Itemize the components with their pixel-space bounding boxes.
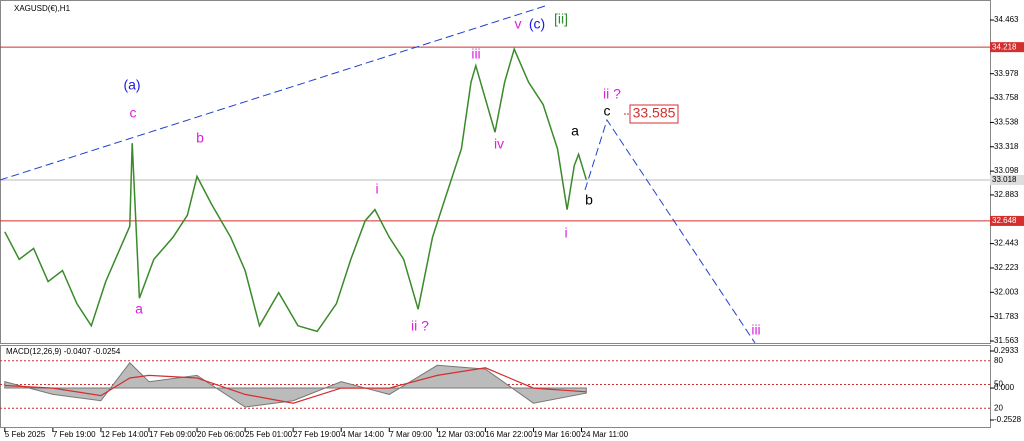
wave-label: c — [130, 105, 137, 121]
x-tick-label: 17 Feb 09:00 — [149, 430, 197, 439]
level-label-bg — [990, 215, 1024, 226]
y-tick-label: 32.003 — [994, 287, 1019, 296]
current-price-label: 33.018 — [992, 175, 1017, 184]
price-line — [4, 46, 588, 333]
wave-label: v — [515, 16, 522, 32]
macd-signal — [4, 367, 587, 404]
projection-line — [584, 118, 756, 344]
y-tick-label: 31.783 — [994, 312, 1019, 321]
macd-tick-label: 0.2933 — [994, 346, 1019, 355]
wave-label: c — [604, 103, 611, 119]
x-tick-label: 24 Mar 11:00 — [582, 430, 629, 439]
wave-label: iii — [471, 46, 480, 62]
wave-label: i — [564, 225, 567, 241]
macd-pane — [0, 345, 991, 428]
y-tick-label: 33.758 — [994, 93, 1019, 102]
macd-area — [4, 362, 587, 408]
wave-label: i — [375, 181, 378, 197]
y-tick-label: 31.563 — [994, 336, 1019, 345]
y-tick-label: 32.883 — [994, 190, 1019, 199]
macd-title: MACD(12,26,9) -0.0407 -0.0254 — [6, 347, 121, 356]
x-tick-label: 19 Mar 16:00 — [533, 430, 581, 439]
level-label: 32.648 — [992, 216, 1017, 225]
stoch-tick-label: 50 — [994, 380, 1003, 389]
wave-label: (a) — [123, 77, 140, 93]
target-box — [629, 104, 679, 124]
stoch-tick-label: 80 — [994, 356, 1003, 365]
target-label: 33.585 — [633, 105, 676, 121]
level-label: 34.218 — [992, 42, 1017, 51]
wave-label: a — [135, 301, 143, 317]
symbol-title: XAGUSD(€),H1 — [14, 4, 71, 13]
main-pane — [0, 0, 991, 344]
macd-tick-label: 0.000 — [994, 383, 1015, 392]
x-tick-label: 20 Feb 06:00 — [197, 430, 245, 439]
wave-label: (c) — [529, 16, 545, 32]
x-tick-label: 7 Feb 19:00 — [53, 430, 96, 439]
wave-label: a — [571, 123, 579, 139]
wave-label: b — [196, 130, 204, 146]
stoch-tick-label: 20 — [994, 403, 1003, 412]
x-tick-label: 12 Mar 03:00 — [437, 430, 485, 439]
y-tick-label: 33.098 — [994, 166, 1019, 175]
x-tick-label: 4 Mar 14:00 — [341, 430, 384, 439]
x-tick-label: 16 Mar 22:00 — [485, 430, 533, 439]
wave-label: ii ? — [411, 318, 429, 334]
level-label-bg — [990, 42, 1024, 53]
x-tick-label: 7 Mar 09:00 — [389, 430, 432, 439]
y-tick-label: 34.463 — [994, 15, 1019, 24]
wave-label: [ii] — [554, 11, 568, 27]
x-tick-label: 27 Feb 19:00 — [293, 430, 341, 439]
macd-tick-label: -0.2528 — [994, 415, 1022, 424]
wave-label: iii — [751, 322, 760, 338]
y-tick-label: 33.318 — [994, 142, 1019, 151]
current-price-bg — [990, 174, 1024, 185]
x-tick-label: 12 Feb 14:00 — [101, 430, 149, 439]
wave-label: b — [585, 192, 593, 208]
x-tick-label: 25 Feb 01:00 — [245, 430, 293, 439]
wave-label: ii ? — [603, 86, 621, 102]
y-tick-label: 33.978 — [994, 69, 1019, 78]
y-tick-label: 32.443 — [994, 239, 1019, 248]
wave-label: iv — [494, 136, 504, 152]
y-tick-label: 32.223 — [994, 263, 1019, 272]
x-tick-label: 5 Feb 2025 — [5, 430, 46, 439]
y-tick-label: 33.538 — [994, 118, 1019, 127]
